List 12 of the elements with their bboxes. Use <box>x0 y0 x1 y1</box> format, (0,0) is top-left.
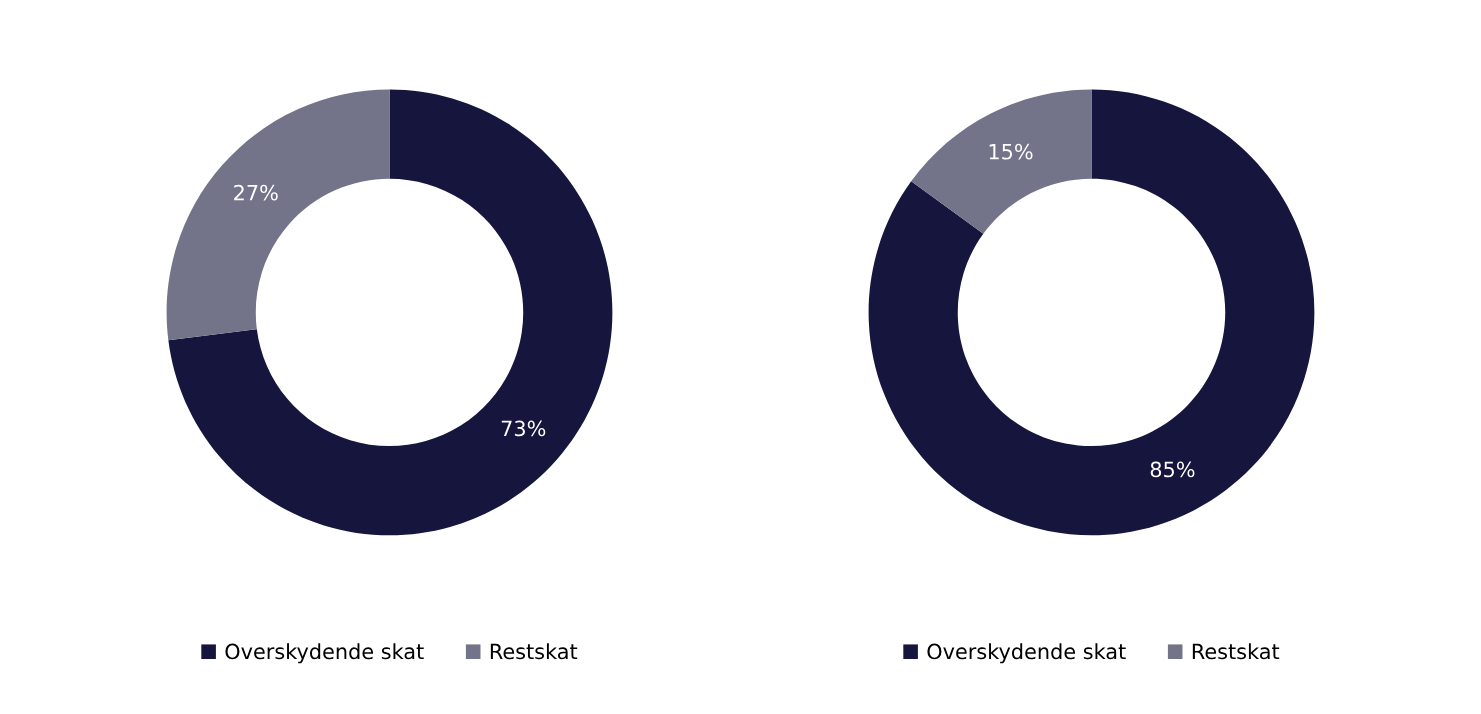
donut-slice <box>168 89 613 536</box>
donut-slice <box>166 89 390 341</box>
donut-slice <box>868 89 1315 536</box>
legend-label: Overskydende skat <box>927 643 1126 664</box>
data-label: 85% <box>1150 461 1195 478</box>
legend-label: Restskat <box>490 643 578 660</box>
legend-label: Restskat <box>1192 643 1280 660</box>
data-label: 27% <box>234 184 278 201</box>
legend-label: Overskydende skat <box>225 643 424 664</box>
donut-slice <box>911 89 1092 234</box>
data-label: 73% <box>501 420 546 437</box>
data-label: 15% <box>989 143 1033 160</box>
